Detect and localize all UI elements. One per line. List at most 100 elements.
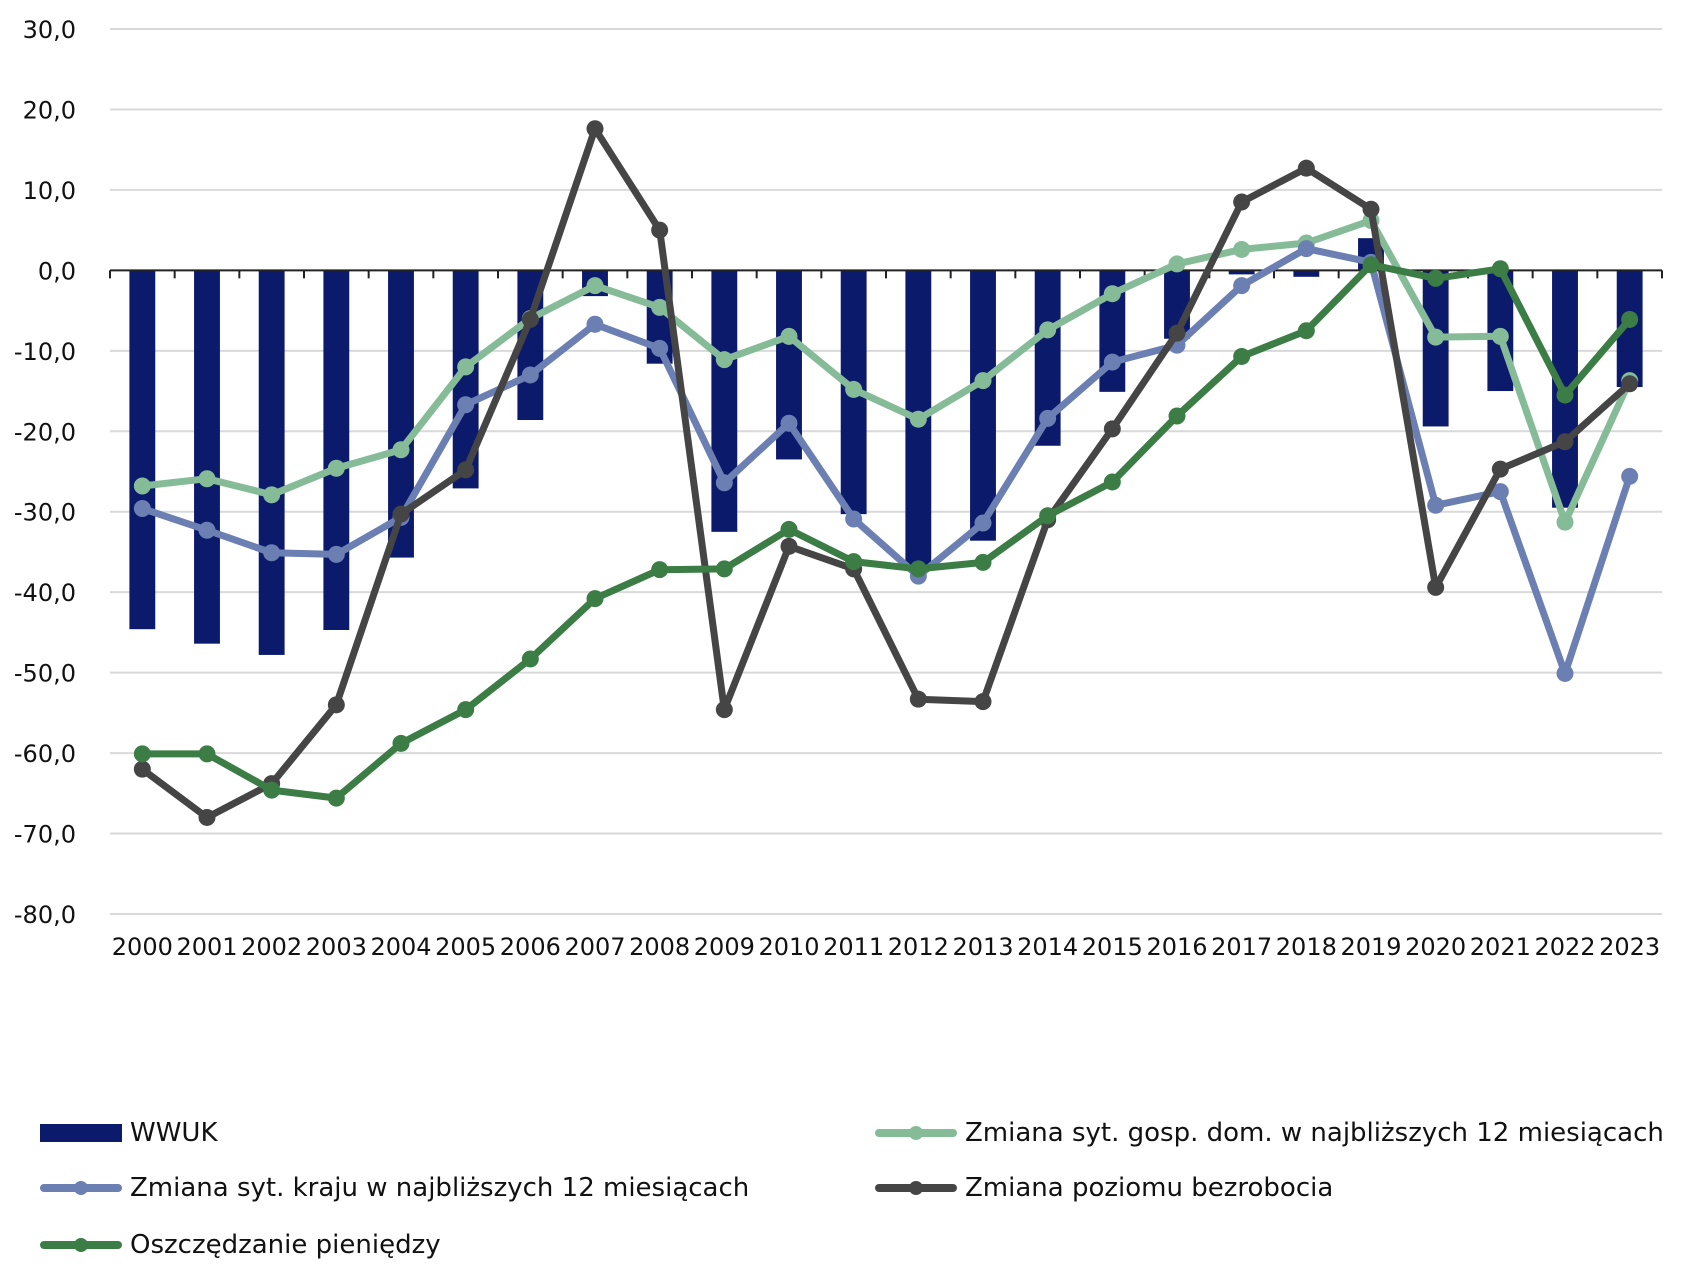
data-point xyxy=(1427,578,1445,596)
data-point xyxy=(1556,433,1574,451)
x-tick-label: 2015 xyxy=(1082,933,1143,961)
x-tick-label: 2005 xyxy=(435,933,496,961)
data-point xyxy=(586,315,604,333)
data-point xyxy=(974,514,992,532)
data-point xyxy=(327,459,345,477)
series-line xyxy=(138,217,1634,526)
y-tick-label: -20,0 xyxy=(14,418,76,446)
y-tick-label: 20,0 xyxy=(23,96,76,124)
x-axis-tick-labels: 2000 2001 2002 2003 2004 2005 2006 2007 2008 2009… xyxy=(112,933,1660,961)
bar xyxy=(1228,270,1255,275)
bar xyxy=(711,270,738,532)
data-point xyxy=(263,544,281,562)
data-point xyxy=(327,789,345,807)
x-tick-label: 2008 xyxy=(629,933,690,961)
x-tick-label: 2017 xyxy=(1211,933,1272,961)
x-tick-label: 2004 xyxy=(370,933,431,961)
x-tick-label: 2012 xyxy=(888,933,949,961)
data-point xyxy=(1103,285,1121,303)
series-line xyxy=(138,261,1634,802)
data-point xyxy=(1039,321,1057,339)
data-point xyxy=(1621,375,1639,393)
y-tick-label: -50,0 xyxy=(14,660,76,688)
data-point xyxy=(715,560,733,578)
data-point xyxy=(1427,496,1445,514)
data-point xyxy=(198,745,216,763)
line-series xyxy=(133,120,1639,826)
x-tick-label: 2018 xyxy=(1276,933,1337,961)
data-point xyxy=(1103,473,1121,491)
data-point xyxy=(651,339,669,357)
line-series xyxy=(133,211,1639,531)
data-point xyxy=(974,372,992,390)
data-point xyxy=(392,734,410,752)
series-line xyxy=(138,125,1634,821)
x-tick-label: 2016 xyxy=(1146,933,1207,961)
data-point xyxy=(1556,664,1574,682)
bar xyxy=(1422,270,1449,427)
data-point xyxy=(909,690,927,708)
data-point xyxy=(1168,255,1186,273)
data-point xyxy=(1556,386,1574,404)
data-point xyxy=(974,693,992,711)
x-tick-label: 2011 xyxy=(823,933,884,961)
data-point xyxy=(198,808,216,826)
data-point xyxy=(845,553,863,571)
data-point xyxy=(651,561,669,579)
x-tick-label: 2007 xyxy=(564,933,625,961)
bar xyxy=(129,270,156,630)
data-point xyxy=(1362,200,1380,218)
data-point xyxy=(1621,467,1639,485)
series-line xyxy=(138,245,1634,677)
x-tick-label: 2023 xyxy=(1599,933,1660,961)
data-point xyxy=(651,221,669,239)
y-tick-label: 0,0 xyxy=(38,257,76,285)
data-point xyxy=(521,366,539,384)
data-point xyxy=(133,477,151,495)
data-point xyxy=(1297,159,1315,177)
data-point xyxy=(1491,460,1509,478)
y-tick-label: -10,0 xyxy=(14,338,76,366)
data-point xyxy=(198,521,216,539)
x-tick-label: 2003 xyxy=(306,933,367,961)
y-tick-label: -30,0 xyxy=(14,499,76,527)
bar xyxy=(970,270,996,541)
gridlines xyxy=(110,28,1662,915)
data-point xyxy=(1427,269,1445,287)
data-point xyxy=(521,650,539,668)
data-point xyxy=(1362,256,1380,274)
data-point xyxy=(1491,327,1509,345)
data-point xyxy=(780,537,798,555)
bar xyxy=(194,270,220,644)
x-tick-label: 2010 xyxy=(758,933,819,961)
data-point xyxy=(1103,353,1121,371)
data-point xyxy=(457,396,475,414)
data-point xyxy=(586,277,604,295)
x-tick-label: 2014 xyxy=(1017,933,1078,961)
data-point xyxy=(1233,240,1251,258)
bar-series-wwuk xyxy=(129,238,1643,655)
line-series-group xyxy=(133,120,1639,826)
data-point xyxy=(586,590,604,608)
data-point xyxy=(845,510,863,528)
data-point xyxy=(263,781,281,799)
data-point xyxy=(392,441,410,459)
data-point xyxy=(1039,409,1057,427)
data-point xyxy=(715,474,733,492)
data-point xyxy=(263,486,281,504)
data-point xyxy=(1233,277,1251,295)
data-point xyxy=(457,358,475,376)
bar xyxy=(323,270,350,630)
y-tick-label: -40,0 xyxy=(14,579,76,607)
x-tick-label: 2001 xyxy=(176,933,237,961)
data-point xyxy=(715,351,733,369)
data-point xyxy=(780,520,798,538)
y-tick-label: -80,0 xyxy=(14,901,76,929)
data-point xyxy=(392,505,410,523)
bar xyxy=(1293,270,1320,277)
data-point xyxy=(521,310,539,328)
data-point xyxy=(1621,310,1639,328)
data-point xyxy=(780,414,798,432)
x-tick-label: 2021 xyxy=(1470,933,1531,961)
